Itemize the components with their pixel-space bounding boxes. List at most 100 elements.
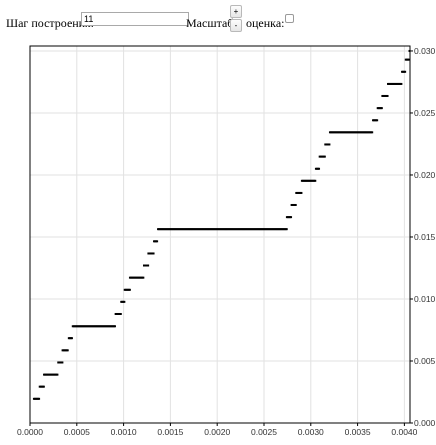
data-point	[396, 82, 399, 85]
data-point	[97, 325, 100, 328]
data-point	[202, 228, 205, 231]
data-point	[318, 155, 321, 158]
data-point	[333, 131, 336, 134]
data-point	[227, 228, 230, 231]
y-tick-label: 0.030	[414, 46, 436, 56]
data-point	[268, 228, 271, 231]
data-point	[112, 325, 115, 328]
data-point	[357, 131, 360, 134]
data-point	[45, 373, 48, 376]
data-point	[82, 325, 85, 328]
data-point	[360, 131, 363, 134]
zoom-out-button[interactable]: -	[230, 19, 242, 32]
data-point	[43, 373, 46, 376]
zoom-in-button[interactable]: +	[230, 5, 242, 18]
data-point	[352, 131, 355, 134]
data-point	[324, 143, 327, 146]
data-point	[128, 288, 131, 291]
data-point	[185, 228, 188, 231]
data-point	[210, 228, 213, 231]
data-point	[295, 191, 298, 194]
data-point	[401, 70, 404, 73]
data-point	[32, 397, 35, 400]
data-point	[272, 228, 275, 231]
data-point	[121, 300, 124, 303]
data-point	[151, 252, 154, 255]
data-point	[138, 276, 141, 279]
data-point	[158, 228, 161, 231]
data-point	[300, 191, 303, 194]
data-point	[95, 325, 98, 328]
data-point	[92, 325, 95, 328]
data-point	[278, 228, 281, 231]
data-point	[137, 276, 140, 279]
data-point	[108, 325, 111, 328]
x-tick-label: 0.0010	[111, 427, 137, 437]
data-point	[173, 228, 176, 231]
data-point	[103, 325, 106, 328]
estimate-checkbox[interactable]	[285, 14, 294, 23]
data-point	[124, 288, 127, 291]
data-point	[377, 107, 380, 110]
data-point	[182, 228, 185, 231]
data-point	[235, 228, 238, 231]
data-point	[246, 228, 249, 231]
data-point	[257, 228, 260, 231]
data-point	[318, 167, 321, 170]
data-point	[309, 179, 312, 182]
data-point	[205, 228, 208, 231]
data-point	[134, 276, 137, 279]
data-point	[399, 82, 402, 85]
data-point	[395, 82, 398, 85]
data-point	[168, 228, 171, 231]
data-point	[33, 397, 36, 400]
data-point	[243, 228, 246, 231]
data-point	[176, 228, 179, 231]
data-point	[358, 131, 361, 134]
data-point	[89, 325, 92, 328]
data-point	[212, 228, 215, 231]
data-point	[386, 94, 389, 97]
data-point	[144, 264, 147, 267]
data-point	[285, 228, 288, 231]
data-point	[398, 82, 401, 85]
step-input[interactable]	[81, 12, 189, 26]
data-point	[222, 228, 225, 231]
data-point	[75, 325, 78, 328]
data-point	[256, 228, 259, 231]
data-point	[305, 179, 308, 182]
data-point	[204, 228, 207, 231]
data-point	[343, 131, 346, 134]
data-point	[178, 228, 181, 231]
data-point	[361, 131, 364, 134]
data-point	[297, 191, 300, 194]
data-point	[284, 228, 287, 231]
data-point	[362, 131, 365, 134]
y-tick-label: 0.020	[414, 170, 436, 180]
data-point	[199, 228, 202, 231]
data-point	[200, 228, 203, 231]
data-point	[163, 228, 166, 231]
data-point	[57, 361, 60, 364]
data-point	[306, 179, 309, 182]
x-tick-label: 0.0040	[391, 427, 417, 437]
data-point	[232, 228, 235, 231]
data-point	[84, 325, 87, 328]
data-point	[198, 228, 201, 231]
data-point	[393, 82, 396, 85]
data-point	[328, 131, 331, 134]
data-point	[100, 325, 103, 328]
data-point	[123, 288, 126, 291]
data-point	[148, 252, 151, 255]
data-point	[140, 276, 143, 279]
data-point	[74, 325, 77, 328]
data-point	[368, 131, 371, 134]
data-point	[91, 325, 94, 328]
x-tick-label: 0.0030	[298, 427, 324, 437]
data-point	[177, 228, 180, 231]
data-point	[56, 373, 59, 376]
data-point	[50, 373, 53, 376]
data-point	[73, 325, 76, 328]
data-point	[307, 179, 310, 182]
data-point	[356, 131, 359, 134]
